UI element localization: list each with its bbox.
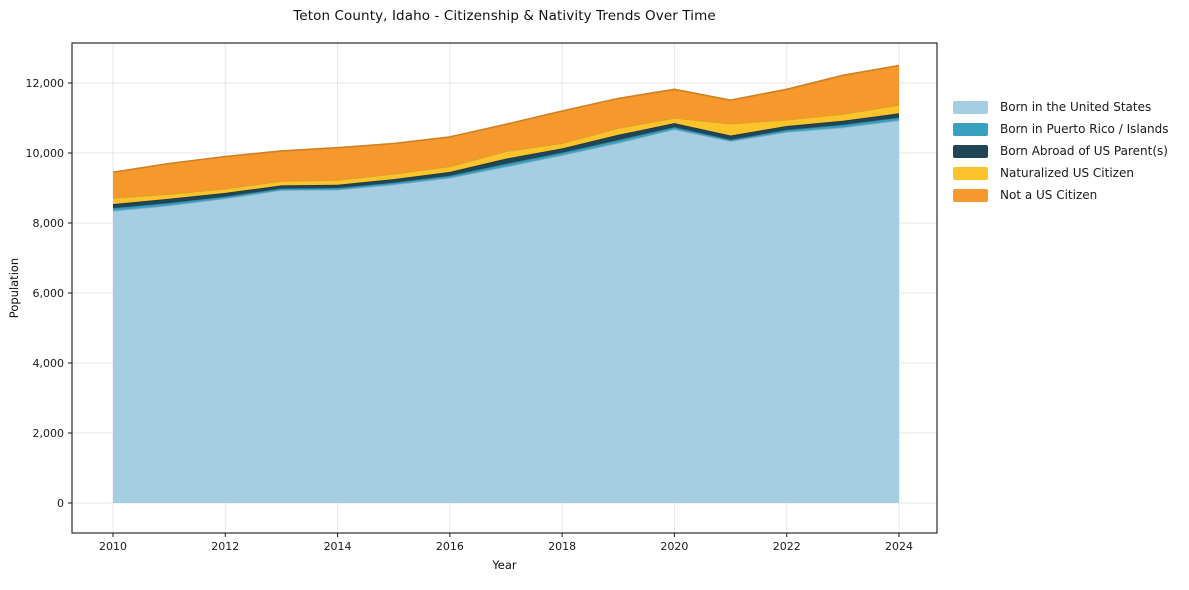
x-tick-label: 2024 [885, 540, 913, 553]
y-tick-label: 4,000 [33, 357, 65, 370]
axis-ticks: 2010 2012 2014 2016 2018 2020 2022 2024 0 2,000 4,… [26, 77, 914, 553]
legend-label: Born in the United States [1000, 100, 1152, 114]
y-tick-label: 0 [57, 497, 64, 510]
legend-item: Born Abroad of US Parent(s) [953, 144, 1169, 158]
y-axis-label: Population [7, 257, 21, 319]
legend-item: Not a US Citizen [953, 188, 1169, 202]
x-tick-label: 2022 [773, 540, 801, 553]
legend: Born in the United States Born in Puerto… [953, 100, 1169, 210]
area-series-2 [113, 113, 899, 209]
x-tick-label: 2010 [99, 540, 127, 553]
legend-swatch-puerto-rico [953, 122, 988, 136]
x-tick-label: 2012 [211, 540, 239, 553]
plot-border [71, 42, 938, 534]
y-tick-label: 8,000 [33, 217, 65, 230]
chart-title: Teton County, Idaho - Citizenship & Nati… [293, 8, 716, 24]
legend-swatch-naturalized [953, 166, 988, 180]
legend-label: Not a US Citizen [1000, 188, 1098, 202]
legend-item: Born in Puerto Rico / Islands [953, 122, 1169, 136]
legend-swatch-born-us [953, 100, 988, 114]
area-series-3 [113, 104, 899, 205]
x-tick-label: 2018 [548, 540, 576, 553]
x-tick-label: 2014 [324, 540, 352, 553]
y-tick-label: 12,000 [26, 77, 65, 90]
x-axis-label: Year [492, 558, 517, 572]
legend-label: Born in Puerto Rico / Islands [1000, 122, 1169, 136]
x-tick-label: 2020 [660, 540, 688, 553]
legend-label: Naturalized US Citizen [1000, 166, 1134, 180]
legend-swatch-born-abroad [953, 144, 988, 158]
y-tick-label: 2,000 [33, 427, 65, 440]
y-tick-label: 6,000 [33, 287, 65, 300]
legend-item: Born in the United States [953, 100, 1169, 114]
area-edge-4 [112, 64, 900, 173]
legend-label: Born Abroad of US Parent(s) [1000, 144, 1168, 158]
area-series-4 [113, 65, 899, 199]
stacked-areas [112, 64, 900, 504]
legend-item: Naturalized US Citizen [953, 166, 1169, 180]
area-series-0 [113, 120, 899, 504]
x-tick-label: 2016 [436, 540, 464, 553]
legend-swatch-not-citizen [953, 188, 988, 202]
y-tick-label: 10,000 [26, 147, 65, 160]
